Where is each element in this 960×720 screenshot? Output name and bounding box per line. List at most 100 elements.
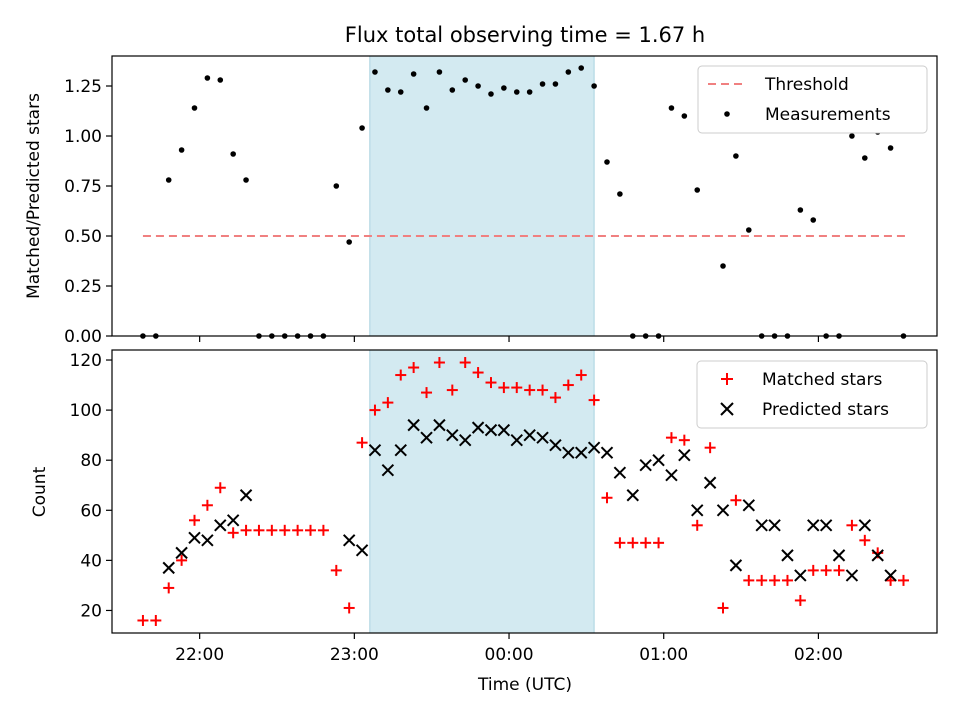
y-tick-label: 120 — [70, 351, 102, 371]
predicted-star-marker — [446, 428, 459, 442]
matched-star-marker — [214, 482, 226, 494]
plot-frame — [111, 349, 938, 634]
matched-star-marker — [421, 387, 433, 399]
matched-star-marker — [446, 384, 458, 396]
matched-star-marker — [253, 524, 265, 536]
measurement-point — [552, 81, 559, 87]
predicted-star-marker — [549, 438, 562, 452]
matched-star-marker — [150, 614, 162, 626]
measurement-point — [165, 177, 172, 183]
observing-window-shade — [369, 349, 595, 634]
measurement-point — [501, 85, 507, 91]
measurement-point — [397, 89, 404, 95]
x-axis-ticks — [199, 336, 820, 342]
matched-star-marker — [408, 362, 420, 374]
measurement-point — [359, 125, 365, 131]
y-tick-label: 20 — [80, 601, 102, 621]
legend-matched-swatch — [721, 373, 733, 385]
y-axis-label: Count — [30, 466, 50, 517]
measurement-point — [694, 187, 701, 193]
measurement-point — [230, 151, 236, 157]
predicted-star-marker — [613, 466, 627, 479]
measurement-point — [346, 239, 352, 245]
measurement-point — [565, 69, 572, 75]
predicted-star-marker — [703, 476, 717, 489]
matched-star-marker — [292, 524, 304, 536]
predicted-star-marker — [587, 441, 601, 454]
matched-star-marker — [846, 519, 858, 531]
predicted-star-marker — [433, 418, 446, 432]
predicted-star-marker — [342, 534, 356, 547]
predicted-star-marker — [626, 489, 639, 502]
predicted-star-marker — [639, 458, 652, 472]
matched-star-marker — [820, 564, 832, 576]
y-tick-label: 0.00 — [64, 327, 102, 347]
y-tick-label: 1.00 — [64, 127, 102, 147]
legend: Matched stars Predicted stars — [696, 360, 928, 429]
matched-star-marker — [201, 499, 213, 511]
predicted-star-marker — [188, 531, 201, 545]
predicted-star-marker — [523, 428, 536, 442]
legend-label: Matched stars — [762, 370, 882, 390]
measurement-point — [604, 159, 610, 165]
predicted-star-marker — [471, 421, 485, 434]
predicted-star-marker — [420, 431, 433, 444]
measurement-point — [591, 83, 597, 89]
matched-star-marker — [279, 524, 291, 536]
matched-star-marker — [240, 524, 252, 536]
legend-box — [696, 360, 928, 429]
count-panel: 20 40 60 80 100 120 22:00 23:00 00:00 01:00 02:00… — [30, 349, 938, 695]
measurement-point — [410, 71, 417, 77]
measurement-point — [887, 145, 894, 151]
legend-label: Predicted stars — [762, 400, 889, 420]
y-tick-label: 0.50 — [64, 227, 102, 247]
measurement-point — [617, 191, 623, 197]
measurement-point — [745, 227, 752, 233]
predicted-star-marker — [742, 499, 756, 512]
y-axis-label: Matched/Predicted stars — [24, 93, 44, 299]
y-tick-label: 1.25 — [64, 77, 102, 97]
predicted-star-marker — [575, 446, 588, 459]
x-axis-ticks: 22:00 23:00 00:00 01:00 02:00 — [175, 633, 843, 665]
predicted-star-marker — [729, 559, 743, 572]
y-axis-ticks: 0.00 0.25 0.50 0.75 1.00 1.25 — [64, 77, 112, 347]
measurement-point — [862, 155, 868, 161]
measurement-point — [449, 87, 456, 93]
measurement-point — [513, 89, 520, 95]
predicted-star-marker — [201, 534, 214, 547]
predicted-star-marker — [562, 446, 575, 459]
predicted-star-marker — [381, 464, 395, 477]
predicted-star-marker — [755, 519, 768, 532]
predicted-star-marker — [162, 561, 175, 575]
matched-star-marker — [575, 369, 587, 381]
measurement-point — [333, 183, 340, 189]
matched-star-marker — [498, 382, 510, 394]
matched-star-marker — [356, 437, 368, 449]
predicted-star-marker — [600, 446, 614, 459]
matched-star-marker — [833, 564, 845, 576]
x-axis-label: Time (UTC) — [477, 675, 572, 695]
matched-star-marker — [433, 357, 445, 369]
predicted-star-marker — [214, 519, 227, 532]
x-tick-label: 22:00 — [175, 645, 224, 665]
matched-star-marker — [807, 564, 819, 576]
predicted-star-marker — [845, 569, 859, 582]
matched-star-marker — [781, 574, 793, 586]
predicted-star-marker — [807, 519, 820, 532]
predicted-star-marker — [355, 544, 369, 557]
matched-star-marker — [369, 404, 381, 416]
predicted-star-marker — [407, 418, 420, 432]
matched-star-marker — [137, 614, 149, 626]
predicted-star-marker — [678, 448, 691, 462]
matched-star-marker — [395, 369, 407, 381]
plot-frame — [111, 55, 938, 337]
matched-star-marker — [653, 537, 665, 549]
measurement-point — [733, 153, 739, 159]
y-tick-label: 0.25 — [64, 277, 102, 297]
matched-star-marker — [704, 442, 716, 454]
measurement-point — [423, 105, 430, 111]
matched-star-marker — [472, 367, 484, 379]
measurement-point — [217, 77, 224, 83]
measurement-point — [668, 105, 675, 111]
